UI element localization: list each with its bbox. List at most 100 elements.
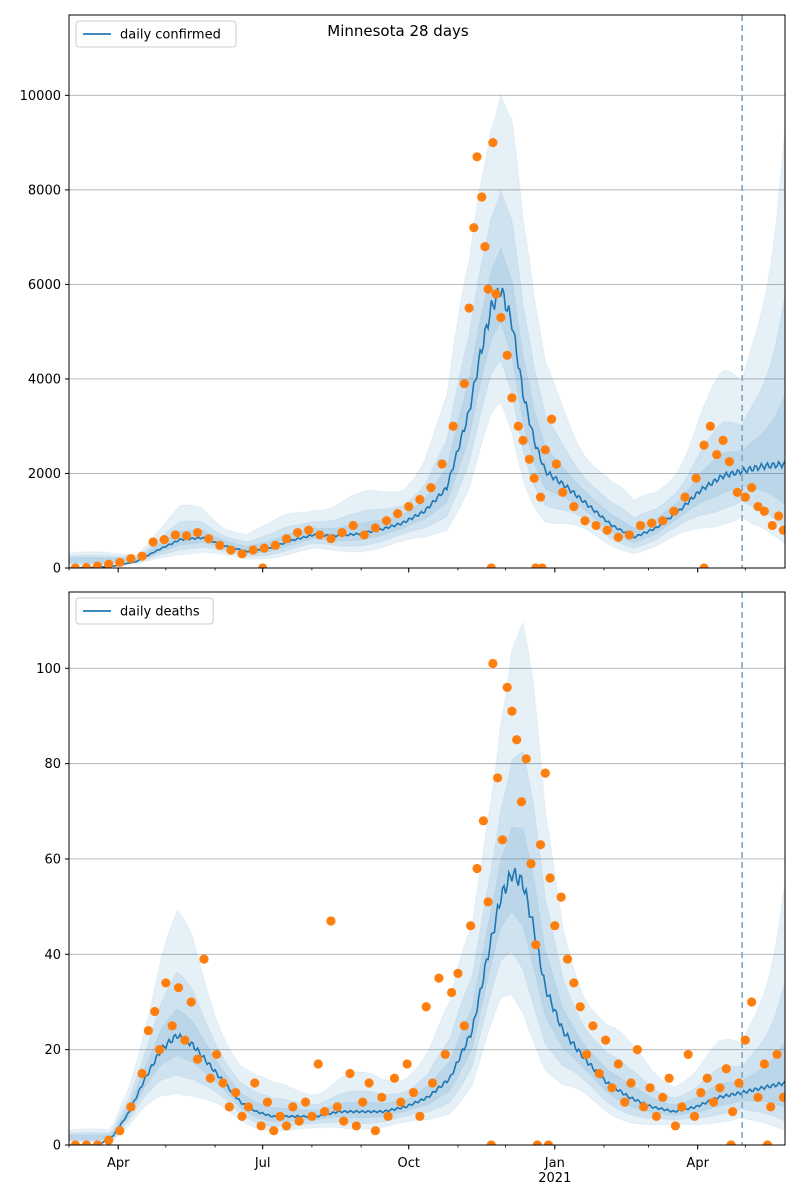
observed-point — [170, 530, 180, 540]
observed-point — [759, 1059, 769, 1069]
x-tick-sublabel: 2021 — [538, 1171, 571, 1186]
observed-point — [591, 520, 601, 531]
observed-point — [300, 1097, 311, 1107]
observed-point — [186, 997, 196, 1007]
observed-point — [569, 978, 579, 988]
observed-point — [540, 768, 550, 778]
observed-point — [434, 973, 444, 983]
figure-title: Minnesota 28 days — [327, 22, 469, 40]
observed-point — [315, 530, 325, 540]
observed-point — [226, 545, 236, 555]
observed-point — [696, 1087, 706, 1098]
observed-point — [575, 1002, 585, 1012]
observed-point — [558, 487, 568, 497]
observed-point — [258, 563, 268, 568]
observed-point — [486, 563, 496, 568]
observed-point — [270, 540, 280, 550]
observed-point — [259, 543, 269, 553]
observed-point — [320, 1107, 330, 1117]
observed-point — [702, 1073, 712, 1083]
observed-point — [532, 1140, 542, 1145]
observed-point — [293, 527, 303, 538]
observed-point — [535, 492, 546, 502]
observed-point — [269, 1126, 279, 1136]
y-tick-label: 6000 — [28, 278, 61, 293]
observed-point — [215, 540, 225, 550]
observed-point — [526, 859, 536, 869]
observed-point — [448, 421, 458, 431]
observed-point — [518, 435, 528, 445]
observed-point — [192, 1054, 203, 1064]
observed-point — [126, 1102, 136, 1112]
y-tick-label: 60 — [44, 852, 61, 867]
observed-point — [459, 1021, 469, 1031]
observed-point — [602, 525, 612, 535]
observed-point — [588, 1021, 598, 1031]
observed-point — [491, 289, 501, 299]
legend-label: daily deaths — [120, 605, 200, 620]
observed-point — [753, 501, 763, 512]
observed-point — [154, 1045, 165, 1055]
observed-point — [115, 557, 125, 567]
observed-point — [92, 1140, 103, 1145]
observed-point — [689, 1111, 700, 1121]
observed-point — [167, 1021, 177, 1031]
observed-point — [459, 379, 469, 389]
observed-point — [348, 520, 358, 531]
observed-point — [345, 1068, 355, 1079]
axes-frame — [68, 591, 786, 1146]
observed-point — [537, 563, 547, 568]
x-tick-label: Jan — [544, 1156, 565, 1171]
observed-point — [507, 393, 517, 403]
observed-point — [647, 518, 657, 528]
observed-point — [774, 511, 784, 521]
observed-point — [759, 506, 769, 516]
observed-point — [421, 1002, 431, 1012]
observed-point — [150, 1006, 160, 1017]
observed-point — [488, 658, 498, 669]
observed-point — [248, 545, 258, 555]
observed-point — [415, 1111, 425, 1121]
observed-point — [766, 1102, 776, 1112]
observed-point — [562, 954, 573, 964]
plot-area — [69, 15, 785, 568]
observed-point — [778, 1092, 785, 1102]
uncertainty-band — [69, 91, 785, 566]
observed-point — [531, 940, 541, 950]
observed-point — [469, 223, 479, 233]
observed-point — [218, 1078, 228, 1088]
observed-point — [547, 414, 557, 424]
observed-point — [556, 892, 566, 902]
legend-box — [75, 597, 214, 625]
observed-point — [535, 840, 546, 850]
observed-point — [747, 997, 757, 1007]
y-tick-label: 20 — [44, 1043, 61, 1058]
observed-point — [427, 1078, 438, 1088]
observed-point — [104, 1135, 114, 1145]
observed-point — [370, 523, 381, 533]
observed-point — [732, 487, 742, 497]
observed-point — [472, 152, 482, 162]
observed-point — [294, 1116, 304, 1126]
median-line — [69, 867, 785, 1145]
x-tick-label: Oct — [398, 1156, 420, 1171]
legend-label: daily confirmed — [120, 28, 221, 43]
observed-point — [502, 682, 512, 692]
observed-point — [370, 1126, 381, 1136]
observed-point — [670, 1121, 681, 1131]
observed-point — [581, 1049, 592, 1060]
observed-point — [669, 506, 679, 516]
observed-point — [148, 537, 158, 547]
observed-point — [712, 449, 722, 460]
observed-point — [237, 1111, 247, 1121]
observed-point — [212, 1049, 222, 1060]
observed-point — [126, 553, 136, 564]
observed-point — [677, 1102, 687, 1112]
observed-point — [680, 492, 690, 502]
y-tick-label: 2000 — [28, 467, 61, 482]
observed-point — [551, 459, 561, 469]
observed-point — [726, 1140, 736, 1145]
observed-point — [624, 530, 635, 540]
observed-point — [601, 1035, 611, 1045]
